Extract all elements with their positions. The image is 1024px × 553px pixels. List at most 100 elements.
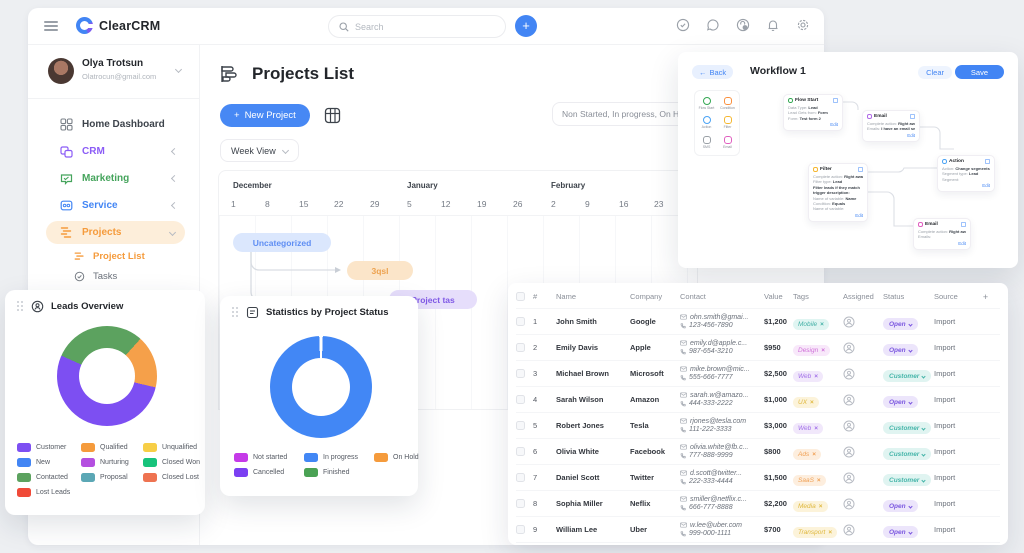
palette-sms[interactable]: SMS <box>696 133 717 152</box>
new-project-button[interactable]: + New Project <box>220 104 310 127</box>
status-dropdown[interactable]: Customer <box>883 422 932 434</box>
assignee-avatar-icon[interactable] <box>843 472 855 484</box>
sidebar-item-marketing[interactable]: Marketing <box>28 165 199 192</box>
palette-flow-start[interactable]: Flow Start <box>696 94 717 113</box>
tag-remove-icon[interactable]: × <box>812 450 816 458</box>
table-row[interactable]: 4 Sarah Wilson Amazon sarah.w@amazo... 4… <box>516 387 1000 413</box>
sidebar-subitem-tasks[interactable]: Tasks <box>28 266 199 286</box>
edit-link[interactable]: Edit <box>958 240 966 246</box>
assignee-avatar-icon[interactable] <box>843 394 855 406</box>
sidebar-item-home-dashboard[interactable]: Home Dashboard <box>28 111 199 138</box>
sidebar-subitem-project-list[interactable]: Project List <box>28 246 199 266</box>
quick-add-button[interactable]: + <box>515 15 537 37</box>
hamburger-menu-icon[interactable] <box>44 21 58 31</box>
notifications-bell-icon[interactable] <box>766 18 780 32</box>
palette-action[interactable]: Action <box>696 113 717 132</box>
search-bar[interactable] <box>328 15 506 38</box>
check-circle-icon[interactable] <box>676 18 690 32</box>
status-dropdown[interactable]: Open <box>883 526 918 538</box>
assignee-avatar-icon[interactable] <box>843 368 855 380</box>
clear-button[interactable]: Clear <box>918 66 952 79</box>
status-dropdown[interactable]: Customer <box>883 370 932 382</box>
row-checkbox[interactable] <box>516 499 525 508</box>
tag-remove-icon[interactable]: × <box>820 320 824 328</box>
table-row[interactable]: 9 William Lee Uber w.lee@uber.com 999-00… <box>516 517 1000 543</box>
palette-condition[interactable]: Condition <box>717 94 738 113</box>
status-dropdown[interactable]: Open <box>883 500 918 512</box>
table-row[interactable]: 7 Daniel Scott Twitter d.scott@twitter..… <box>516 465 1000 491</box>
status-dropdown[interactable]: Customer <box>883 448 932 460</box>
tag-pill[interactable]: Web × <box>793 422 824 434</box>
profile-chevron-down-icon[interactable] <box>174 65 183 74</box>
edit-link[interactable]: Edit <box>907 132 915 138</box>
tag-remove-icon[interactable]: × <box>821 346 826 354</box>
sidebar-item-service[interactable]: Service <box>28 192 199 219</box>
table-row[interactable]: 1 John Smith Google ohn.smith@gmai... 12… <box>516 309 1000 335</box>
table-row[interactable]: 3 Michael Brown Microsoft mike.brown@mic… <box>516 361 1000 387</box>
tag-remove-icon[interactable]: × <box>810 398 814 406</box>
node-flow-start[interactable]: Flow Start Data Type: Lead Lead Gets fro… <box>783 94 843 132</box>
row-checkbox[interactable] <box>516 447 525 456</box>
tag-pill[interactable]: Design × <box>793 344 831 356</box>
tag-remove-icon[interactable]: × <box>814 424 819 432</box>
add-column-button[interactable]: + <box>982 291 989 302</box>
select-all-checkbox[interactable] <box>516 292 525 301</box>
edit-link[interactable]: Edit <box>982 183 990 189</box>
row-checkbox[interactable] <box>516 395 525 404</box>
move-handle-icon[interactable] <box>985 159 990 164</box>
tag-pill[interactable]: Ads × <box>793 448 821 460</box>
table-view-icon[interactable] <box>324 107 341 124</box>
tag-remove-icon[interactable]: × <box>814 372 819 380</box>
assignee-avatar-icon[interactable] <box>843 498 855 510</box>
row-checkbox[interactable] <box>516 317 525 326</box>
tag-remove-icon[interactable]: × <box>828 528 833 536</box>
view-selector-dropdown[interactable]: Week View <box>220 139 299 162</box>
search-input[interactable] <box>355 21 485 32</box>
table-row[interactable]: 8 Sophia Miller Neflix smiller@netflix.c… <box>516 491 1000 517</box>
status-dropdown[interactable]: Open <box>883 396 918 408</box>
move-handle-icon[interactable] <box>910 114 915 119</box>
edit-link[interactable]: Edit <box>830 122 838 128</box>
tag-pill[interactable]: UX × <box>793 396 819 408</box>
drag-handle[interactable] <box>17 301 24 312</box>
chat-icon[interactable] <box>706 18 720 32</box>
move-handle-icon[interactable] <box>833 98 838 103</box>
node-action[interactable]: Action Action: Change segments Segment t… <box>937 155 995 193</box>
app-logo[interactable]: ClearCRM <box>76 17 160 34</box>
assignee-avatar-icon[interactable] <box>843 446 855 458</box>
tag-remove-icon[interactable]: × <box>816 476 821 484</box>
tag-pill[interactable]: SaaS × <box>793 474 826 486</box>
back-button[interactable]: ← Back <box>692 65 734 79</box>
table-row[interactable]: 6 Olivia White Facebook olivia.white@fb.… <box>516 439 1000 465</box>
assignee-avatar-icon[interactable] <box>843 316 855 328</box>
status-dropdown[interactable]: Open <box>883 318 918 330</box>
move-handle-icon[interactable] <box>961 222 966 227</box>
tag-pill[interactable]: Mobile × <box>793 318 829 330</box>
node-email-1[interactable]: Email Complete action: Right away Emails… <box>862 110 920 142</box>
row-checkbox[interactable] <box>516 525 525 534</box>
sidebar-item-crm[interactable]: CRM <box>28 138 199 165</box>
assignee-avatar-icon[interactable] <box>843 420 855 432</box>
assignee-avatar-icon[interactable] <box>843 524 855 536</box>
palette-email[interactable]: Email <box>717 133 738 152</box>
node-email-2[interactable]: Email Complete action: Right away Emails… <box>913 218 971 250</box>
row-checkbox[interactable] <box>516 421 525 430</box>
tag-pill[interactable]: Transport × <box>793 526 838 538</box>
edit-link[interactable]: Edit <box>855 212 863 218</box>
timeline-item[interactable]: 3qsl <box>347 261 413 280</box>
node-filter[interactable]: Filter Complete action: Right away Filte… <box>808 163 868 222</box>
drag-handle[interactable] <box>232 307 239 318</box>
save-button[interactable]: Save <box>954 65 1004 79</box>
settings-gear-icon[interactable] <box>796 18 810 32</box>
timeline-item[interactable]: Uncategorized <box>233 233 331 252</box>
tag-remove-icon[interactable]: × <box>818 502 823 510</box>
user-activity-icon[interactable] <box>736 18 750 32</box>
row-checkbox[interactable] <box>516 473 525 482</box>
status-dropdown[interactable]: Open <box>883 344 918 356</box>
row-checkbox[interactable] <box>516 343 525 352</box>
move-handle-icon[interactable] <box>858 167 863 172</box>
tag-pill[interactable]: Web × <box>793 370 824 382</box>
row-checkbox[interactable] <box>516 369 525 378</box>
sidebar-item-projects[interactable]: Projects <box>46 221 185 244</box>
assignee-avatar-icon[interactable] <box>843 342 855 354</box>
